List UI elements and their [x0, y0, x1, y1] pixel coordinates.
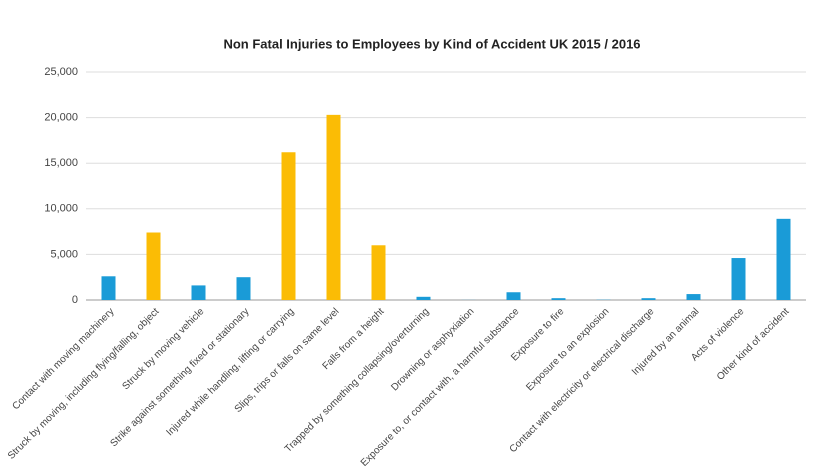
y-tick-label: 25,000 — [44, 66, 78, 78]
bar — [326, 114, 341, 300]
bar — [731, 258, 746, 300]
bar — [281, 152, 296, 300]
y-tick-label: 5,000 — [50, 248, 78, 260]
y-tick-label: 10,000 — [44, 203, 78, 215]
x-tick-label: Drowning or asphyxiation — [389, 306, 476, 393]
bar — [191, 285, 206, 300]
bar — [551, 298, 566, 300]
y-tick-label: 20,000 — [44, 112, 78, 124]
bar — [506, 292, 521, 300]
bar — [641, 298, 656, 300]
chart-title: Non Fatal Injuries to Employees by Kind … — [223, 36, 640, 51]
x-tick-label: Struck by moving vehicle — [120, 306, 206, 392]
bar — [146, 232, 161, 300]
bar — [416, 296, 431, 300]
x-tick-label: Struck by moving, including flying/falli… — [6, 306, 162, 462]
bar — [776, 218, 791, 300]
x-tick-label: Exposure to an explosion — [524, 306, 611, 393]
bar — [236, 277, 251, 300]
y-tick-label: 0 — [72, 294, 78, 306]
y-tick-label: 15,000 — [44, 157, 78, 169]
bar — [686, 294, 701, 300]
bar — [101, 276, 116, 300]
x-tick-label: Exposure to, or contact with, a harmful … — [359, 306, 522, 469]
bar — [371, 245, 386, 300]
